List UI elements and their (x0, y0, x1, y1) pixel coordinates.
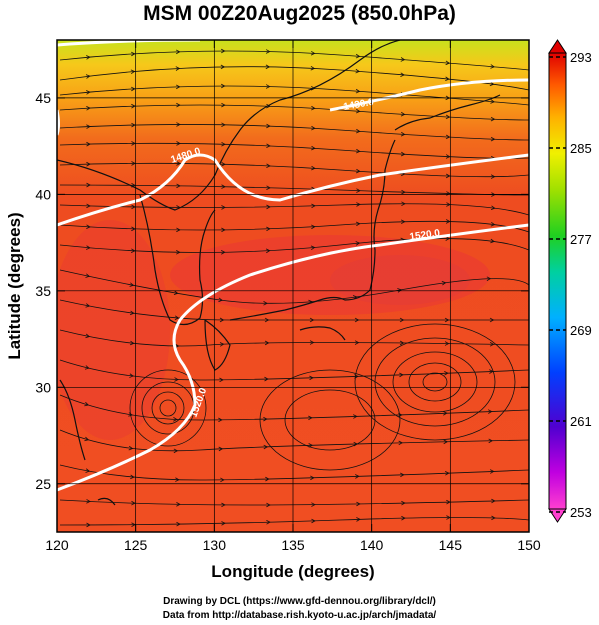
y-tick-label: 25 (35, 476, 51, 492)
colorbar: 293 285 277 269 261 253 (549, 40, 592, 522)
temperature-field (50, 40, 529, 532)
colorbar-tick-label: 293 (570, 50, 592, 65)
colorbar-tick-label: 269 (570, 323, 592, 338)
x-tick-label: 140 (360, 537, 384, 553)
x-tick-label: 125 (124, 537, 148, 553)
x-tick-labels: 120 125 130 135 140 145 150 (45, 537, 541, 553)
y-tick-label: 40 (35, 186, 51, 202)
y-tick-labels: 25 30 35 40 45 (35, 90, 51, 492)
colorbar-tick-label: 253 (570, 505, 592, 520)
x-tick-label: 145 (439, 537, 463, 553)
x-tick-label: 120 (45, 537, 69, 553)
colorbar-top-arrow (549, 40, 566, 53)
x-tick-label: 150 (517, 537, 541, 553)
colorbar-bottom-arrow (549, 509, 566, 522)
x-axis-title: Longitude (degrees) (211, 562, 374, 581)
x-tick-label: 130 (203, 537, 227, 553)
y-axis-title: Latitude (degrees) (5, 212, 24, 359)
credit-drawing: Drawing by DCL (https://www.gfd-dennou.o… (0, 596, 599, 607)
colorbar-tick-label: 277 (570, 232, 592, 247)
credit-data: Data from http://database.rish.kyoto-u.a… (0, 610, 599, 621)
colorbar-tick-label: 261 (570, 414, 592, 429)
y-tick-label: 45 (35, 90, 51, 106)
x-tick-label: 135 (281, 537, 305, 553)
y-tick-label: 35 (35, 283, 51, 299)
y-tick-label: 30 (35, 379, 51, 395)
colorbar-gradient (549, 53, 566, 509)
colorbar-tick-label: 285 (570, 141, 592, 156)
